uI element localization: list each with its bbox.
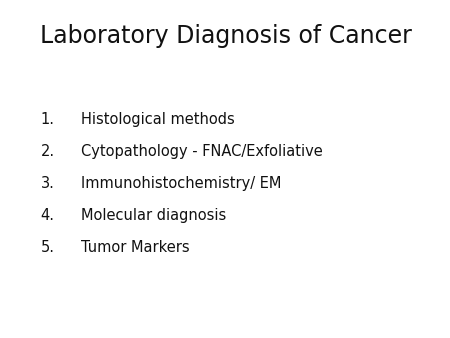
Text: 4.: 4. (40, 208, 54, 223)
Text: 1.: 1. (40, 112, 54, 126)
Text: 5.: 5. (40, 240, 54, 255)
Text: 3.: 3. (40, 176, 54, 191)
Text: Molecular diagnosis: Molecular diagnosis (81, 208, 226, 223)
Text: 2.: 2. (40, 144, 54, 159)
Text: Tumor Markers: Tumor Markers (81, 240, 189, 255)
Text: Cytopathology - FNAC/Exfoliative: Cytopathology - FNAC/Exfoliative (81, 144, 323, 159)
Text: Laboratory Diagnosis of Cancer: Laboratory Diagnosis of Cancer (40, 24, 412, 48)
Text: Immunohistochemistry/ EM: Immunohistochemistry/ EM (81, 176, 281, 191)
Text: Histological methods: Histological methods (81, 112, 235, 126)
